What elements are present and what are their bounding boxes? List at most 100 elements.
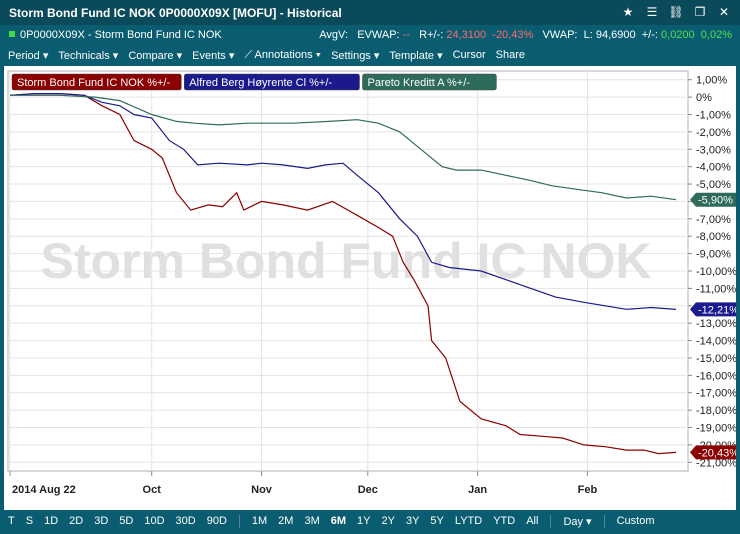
y-tick-label: -2,00% (696, 127, 731, 139)
last-value-labels: -20,43% -12,21% -5,90% (690, 192, 740, 460)
range-90d[interactable]: 90D (206, 515, 227, 527)
range-lytd[interactable]: LYTD (454, 515, 483, 527)
vwap-label: VWAP: (542, 29, 578, 41)
menu-annotations[interactable]: ⟋ Annotations ▾ (244, 49, 322, 61)
menu-bar: Period ▾ Technicals ▾ Compare ▾ Events ▾… (0, 45, 740, 65)
range-3m[interactable]: 3M (304, 515, 320, 527)
menu-period[interactable]: Period ▾ (8, 50, 49, 62)
range-3y[interactable]: 3Y (405, 515, 420, 527)
restore-icon[interactable]: ❐ (694, 5, 706, 19)
y-tick-label: 0% (696, 92, 712, 104)
range-6m[interactable]: 6M (330, 515, 347, 527)
series-line-2 (9, 93, 677, 310)
range-5y[interactable]: 5Y (430, 515, 444, 527)
y-tick-label: -21,00% (696, 457, 736, 469)
separator (238, 515, 240, 528)
range-30d[interactable]: 30D (175, 515, 196, 527)
legend-item-3[interactable]: Pareto Kreditt A %+/- (362, 73, 497, 91)
y-tick-label: -11,00% (696, 283, 736, 295)
x-tick-label: Feb (578, 484, 598, 496)
evwap-label: EVWAP: (357, 29, 400, 41)
legend-label: Pareto Kreditt A %+/- (368, 77, 471, 89)
menu-events[interactable]: Events ▾ (192, 50, 235, 62)
range-2d[interactable]: 2D (69, 515, 84, 527)
legend-label: Storm Bond Fund IC NOK %+/- (17, 77, 170, 89)
y-tick-label: -15,00% (696, 353, 736, 365)
range-3d[interactable]: 3D (94, 515, 109, 527)
quote-stats: AvgV: EVWAP: -- R+/-: 24,3100 -20,43% VW… (319, 29, 732, 41)
pen-icon: ⟋ (244, 49, 253, 61)
y-tick-label: -8,00% (696, 231, 731, 243)
y-tick-label: -1,00% (696, 109, 731, 121)
y-tick-label: -3,00% (696, 144, 731, 156)
last-value-label: -20,43% (698, 447, 736, 459)
legend-item-1[interactable]: Storm Bond Fund IC NOK %+/- (11, 73, 182, 91)
range-1m[interactable]: 1M (251, 515, 268, 527)
range-bar: T S 1D 2D 3D 5D 10D 30D 90D 1M 2M 3M 6M 1Y 2Y 3Y 5Y LYTD Y… (0, 510, 740, 534)
chg-value: 0,0200 (661, 29, 695, 41)
l-value: 94,6900 (595, 29, 636, 41)
range-1y[interactable]: 1Y (357, 515, 371, 527)
range-ytd[interactable]: YTD (493, 515, 516, 527)
y-tick-label: -16,00% (696, 370, 736, 382)
menu-settings[interactable]: Settings ▾ (331, 50, 380, 62)
legend[interactable]: Storm Bond Fund IC NOK %+/- Alfred Berg H… (11, 73, 497, 91)
star-icon[interactable]: ★ (622, 5, 634, 19)
info-bar: 0P0000X09X - Storm Bond Fund IC NOK AvgV… (0, 25, 740, 45)
menu-template[interactable]: Template ▾ (389, 50, 443, 62)
y-tick-label: -4,00% (696, 162, 731, 174)
r-value: 24,3100 (446, 29, 487, 41)
last-value-badge-1: -20,43% (690, 445, 740, 460)
range-all[interactable]: All (526, 515, 539, 527)
range-1d[interactable]: 1D (44, 515, 59, 527)
y-tick-label: -10,00% (696, 266, 736, 278)
last-value-badge-3: -5,90% (690, 192, 740, 207)
chart-area[interactable]: Storm Bond Fund IC NOK 1,00% 0% -1,00% -2,0… (4, 66, 740, 510)
r-label: R+/-: (419, 29, 444, 41)
chart-watermark: Storm Bond Fund IC NOK (40, 233, 651, 289)
evwap-value: -- (402, 29, 410, 41)
window-title: Storm Bond Fund IC NOK 0P0000X09X [MOFU]… (9, 6, 342, 20)
legend-swatch (11, 73, 182, 91)
x-tick-label: 2014 Aug 22 (12, 484, 76, 496)
x-tick-label: Nov (251, 484, 273, 496)
range-custom[interactable]: Custom (616, 515, 655, 527)
menu-compare[interactable]: Compare ▾ (128, 50, 183, 62)
line-chart[interactable]: Storm Bond Fund IC NOK 1,00% 0% -1,00% -2,0… (4, 66, 740, 510)
grid (7, 70, 689, 472)
title-bar: Storm Bond Fund IC NOK 0P0000X09X [MOFU]… (0, 0, 740, 25)
y-axis: 1,00%0%-1,00%-2,00%-3,00%-4,00%-5,00%-6,… (688, 75, 737, 469)
menu-cursor[interactable]: Cursor (452, 49, 486, 61)
x-axis: 2014 Aug 22 Oct Nov Dec Jan Feb (9, 471, 598, 496)
y-tick-label: -17,00% (696, 388, 736, 400)
last-value-label: -12,21% (698, 304, 736, 316)
legend-swatch (184, 73, 360, 91)
range-s[interactable]: S (25, 515, 34, 527)
y-tick-label: 1,00% (696, 75, 727, 87)
menu-icon[interactable]: ☰ (646, 5, 658, 19)
l-label: L: (583, 29, 593, 41)
close-icon[interactable]: ✕ (718, 5, 730, 19)
interval-dropdown[interactable]: Day ▾ (563, 516, 592, 528)
menu-technicals[interactable]: Technicals ▾ (58, 50, 119, 62)
instrument-name: 0P0000X09X - Storm Bond Fund IC NOK (20, 29, 222, 41)
range-10d[interactable]: 10D (144, 515, 165, 527)
range-5d[interactable]: 5D (119, 515, 134, 527)
window-controls: ★ ☰ ⛓ ❐ ✕ (620, 4, 732, 20)
legend-item-2[interactable]: Alfred Berg Høyrente Cl %+/- (184, 73, 360, 91)
series-line-1 (9, 93, 677, 455)
separator (550, 515, 552, 528)
legend-swatch (362, 73, 497, 91)
range-t[interactable]: T (8, 515, 15, 527)
chg-pct: 0,02% (700, 29, 732, 41)
menu-share[interactable]: Share (495, 49, 525, 61)
unlink-icon[interactable]: ⛓ (668, 5, 684, 19)
y-tick-label: -13,00% (696, 318, 736, 330)
range-2m[interactable]: 2M (278, 515, 294, 527)
last-value-badge-shape (690, 302, 740, 317)
avgv-label: AvgV: (319, 29, 349, 41)
x-tick-label: Dec (358, 484, 378, 496)
series-line-3 (10, 94, 677, 201)
separator (603, 515, 605, 528)
range-2y[interactable]: 2Y (381, 515, 395, 527)
